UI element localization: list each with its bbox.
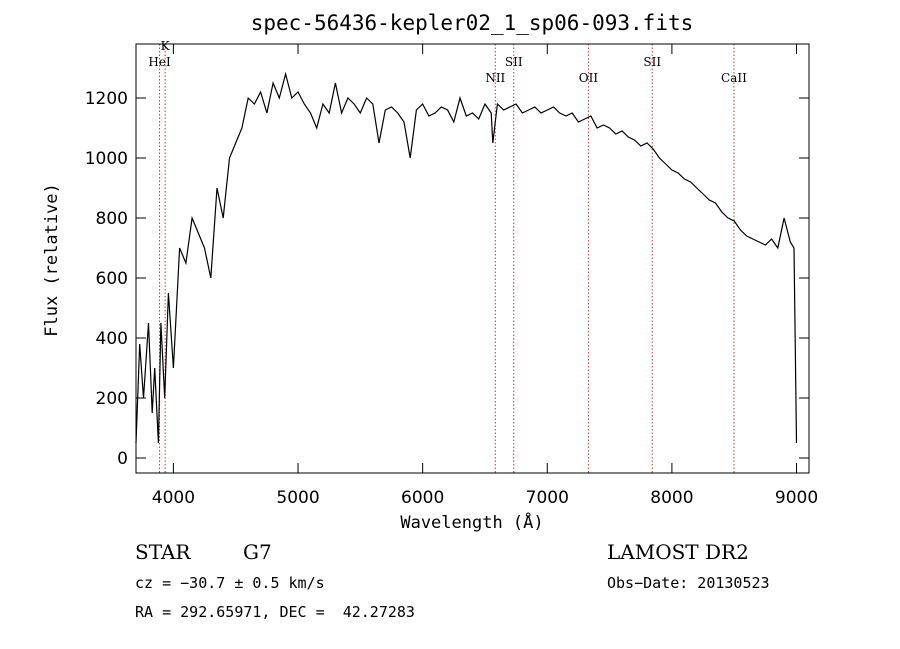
subclass-label: G7 — [243, 540, 272, 564]
y-tick-label: 1000 — [85, 149, 128, 169]
class-label: STAR — [135, 540, 191, 564]
x-axis-label: Wavelength (Å) — [400, 511, 543, 533]
spectral-line-label: SII — [643, 55, 661, 69]
y-axis-label: Flux (relative) — [42, 183, 62, 337]
y-tick-label: 800 — [96, 209, 128, 229]
y-tick-label: 1200 — [85, 89, 128, 109]
y-tick-label: 0 — [117, 449, 128, 469]
spectrum-chart: spec-56436-kepler02_1_sp06-093.fits Flux… — [42, 11, 818, 533]
spectral-line-label: SII — [505, 55, 523, 69]
y-tick-label: 200 — [96, 389, 128, 409]
x-tick-label: 4000 — [152, 488, 195, 508]
spectral-line-label: OII — [579, 71, 599, 85]
survey-label: LAMOST DR2 — [607, 540, 749, 564]
x-tick-label: 9000 — [775, 488, 818, 508]
obs-date-text: Obs−Date: 20130523 — [607, 574, 770, 592]
spectral-line-label: K — [161, 39, 171, 53]
redshift-text: cz = −30.7 ± 0.5 km/s — [135, 574, 325, 592]
spectral-line-label: NII — [485, 71, 505, 85]
y-tick-label: 600 — [96, 269, 128, 289]
x-tick-label: 8000 — [650, 488, 693, 508]
spectral-line-label: CaII — [721, 71, 747, 85]
y-tick-label: 400 — [96, 329, 128, 349]
x-tick-label: 5000 — [276, 488, 319, 508]
flux-series-line — [135, 71, 798, 444]
spectral-line-label: HeI — [148, 55, 171, 69]
chart-title: spec-56436-kepler02_1_sp06-093.fits — [251, 11, 694, 35]
plot-frame — [135, 43, 810, 474]
x-tick-label: 7000 — [526, 488, 569, 508]
coordinates-text: RA = 292.65971, DEC = 42.27283 — [135, 603, 415, 621]
x-tick-label: 6000 — [401, 488, 444, 508]
